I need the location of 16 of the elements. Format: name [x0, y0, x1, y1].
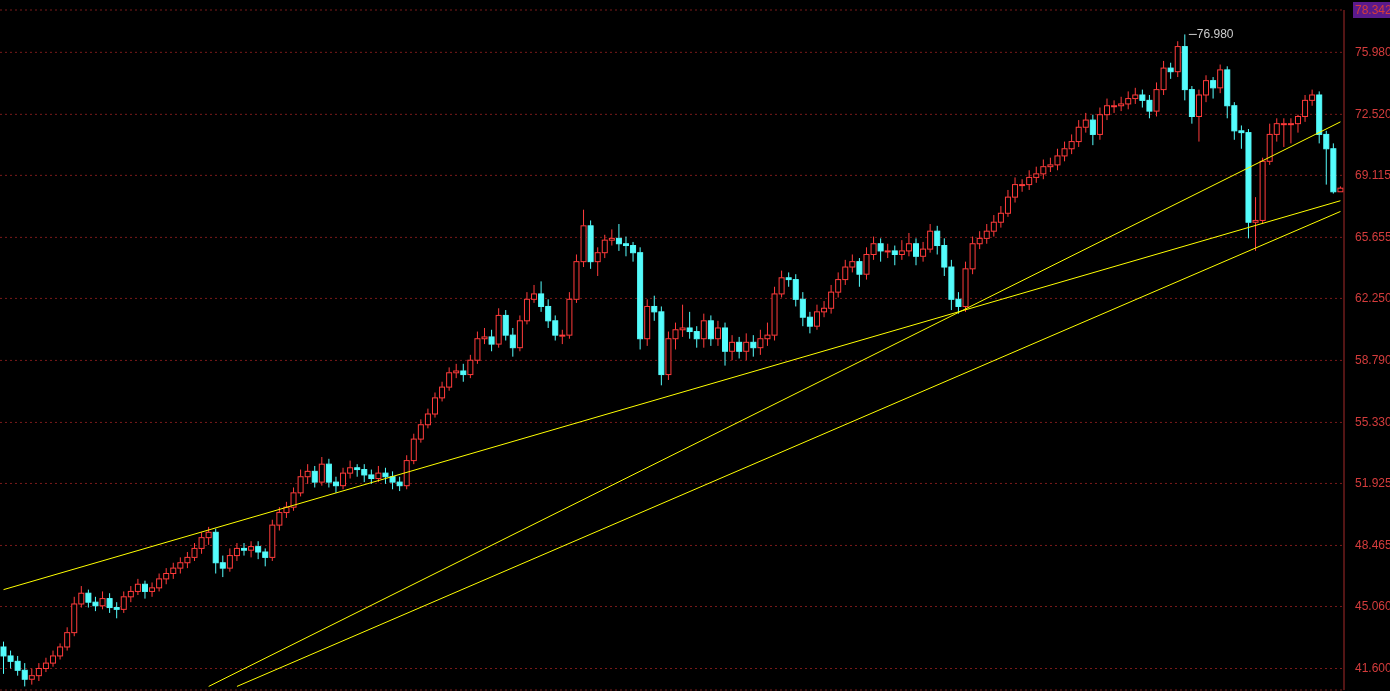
candlestick: [248, 540, 255, 558]
candlestick: [750, 334, 757, 358]
candlestick: [707, 314, 714, 347]
candlestick: [241, 542, 248, 557]
candlestick: [141, 580, 148, 600]
candlestick: [729, 334, 736, 361]
candlestick: [714, 320, 721, 347]
candlestick: [877, 237, 884, 263]
candlestick: [913, 237, 920, 266]
candlestick: [644, 298, 651, 347]
candlestick: [722, 322, 729, 367]
annotation: 76.980: [1196, 27, 1234, 42]
y-tick-label: 69.115: [1355, 168, 1390, 183]
candlestick: [1174, 40, 1181, 78]
candlestick: [1210, 76, 1217, 100]
candlestick: [587, 219, 594, 270]
